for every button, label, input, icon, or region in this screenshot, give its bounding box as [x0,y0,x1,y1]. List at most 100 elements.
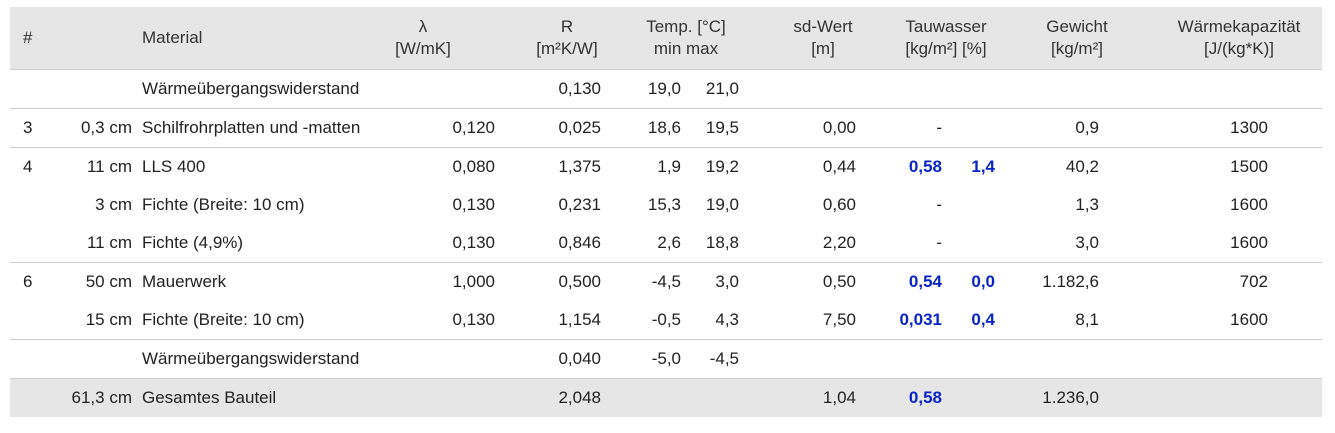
layer-condensate-percent [942,107,995,147]
layer-material: Fichte (Breite: 10 cm) [142,194,305,214]
layer-weight: 0,9 [995,107,1099,147]
layer-sd-value: 7,50 [822,309,856,329]
table-row: 6 50 cm Mauerwerk 1,000 0,500 -4,5 3,0 0,50 0,54… [10,261,1322,301]
header-lambda: λ [W/mK] [395,16,451,58]
layer-material: Schilfrohrplatten und -matten [132,107,417,147]
layer-condensate-percent [942,338,995,378]
layer-temp-min: -5,0 [601,338,681,378]
layer-temp-max: 3,0 [681,261,739,301]
layer-number [10,186,62,224]
layer-sd-value [739,68,856,108]
layer-r-value: 0,025 [495,107,601,147]
total-lambda [417,377,495,417]
layer-temp-max: 19,0 [705,194,739,214]
total-row: 61,3 cm Gesamtes Bauteil 2,048 1,04 0,58 1.23… [10,377,1322,417]
layer-lambda [417,338,495,378]
total-temp-min [601,377,681,417]
layer-temp-max: 19,2 [681,146,739,186]
layer-thickness: 11 cm [62,146,132,186]
layer-number [10,68,62,108]
total-sd-value: 1,04 [739,377,856,417]
layer-material: Mauerwerk [132,261,417,301]
table-row: 3 cm Fichte (Breite: 10 cm) 0,130 0,231 15,3… [10,186,1322,224]
layer-thickness: 0,3 cm [62,107,132,147]
layer-lambda: 0,080 [417,146,495,186]
layer-heat-capacity: 1600 [1230,232,1268,252]
layer-condensate-kg: - [936,232,942,252]
layer-condensate-kg: 0,58 [856,146,942,186]
layer-heat-capacity: 702 [1099,261,1322,301]
total-r-value: 2,048 [495,377,601,417]
total-condensate-kg: 0,58 [856,377,942,417]
layer-weight: 1.182,6 [995,261,1099,301]
layer-r-value: 0,040 [495,338,601,378]
header-number: # [23,27,33,47]
layer-temp-max: 19,5 [681,107,739,147]
layer-heat-capacity: 1600 [1230,194,1268,214]
layer-heat-capacity [1099,68,1322,108]
layer-lambda [417,68,495,108]
layer-temp-min: -0,5 [651,309,681,329]
header-condensate: Tauwasser [kg/m²] [%] [905,16,987,58]
layer-weight [995,338,1099,378]
layer-condensate-percent: 0,4 [971,309,995,329]
layer-condensate-kg: - [936,194,942,214]
layer-condensate-percent [942,224,995,263]
header-material: Material [142,27,203,47]
layer-number [10,338,62,378]
layer-sd-value: 0,00 [739,107,856,147]
layer-number: 3 [10,107,62,147]
layer-temp-min: 18,6 [601,107,681,147]
table-row: 3 0,3 cm Schilfrohrplatten und -matten 0,12… [10,107,1322,147]
layer-number [10,224,62,263]
layer-temp-max: 21,0 [681,68,739,108]
layer-weight: 1,3 [1075,194,1099,214]
layer-thickness [62,338,132,378]
header-thickness [62,7,132,69]
layer-temp-min: -4,5 [601,261,681,301]
layer-temp-max: -4,5 [681,338,739,378]
layer-condensate-kg [856,338,942,378]
table-body: Wärmeübergangswiderstand 0,130 19,0 21,0 3 0,… [10,68,1322,417]
layer-sd-value: 2,20 [822,232,856,252]
table-row: 4 11 cm LLS 400 0,080 1,375 1,9 19,2 0,44 0,58 1,… [10,146,1322,186]
layer-temp-min: 1,9 [601,146,681,186]
layer-condensate-kg: 0,031 [899,309,942,329]
layer-heat-capacity: 1300 [1099,107,1322,147]
layer-weight [995,68,1099,108]
layer-r-value: 1,154 [558,309,601,329]
layer-weight: 3,0 [1075,232,1099,252]
layer-material: Fichte (Breite: 10 cm) [142,309,305,329]
header-heat-capacity: Wärmekapazität [J/(kg*K)] [1177,16,1301,58]
layer-lambda: 1,000 [417,261,495,301]
layer-lambda: 0,130 [452,194,495,214]
total-heat-capacity [1099,377,1322,417]
layer-thickness: 50 cm [62,261,132,301]
table-row: Wärmeübergangswiderstand 0,040 -5,0 -4,5 [10,338,1322,378]
layer-temp-max: 4,3 [715,309,739,329]
layer-condensate-percent [942,186,995,224]
layer-thickness: 11 cm [86,232,132,252]
total-weight: 1.236,0 [995,377,1099,417]
layer-thickness: 15 cm [85,309,132,329]
layer-lambda: 0,130 [452,232,495,252]
layer-weight: 40,2 [995,146,1099,186]
layer-r-value: 0,231 [558,194,601,214]
layer-lambda: 0,120 [417,107,495,147]
layer-number: 4 [10,146,62,186]
layer-number [10,301,62,340]
layer-r-value: 0,130 [495,68,601,108]
layer-sd-value: 0,60 [822,194,856,214]
total-label: Gesamtes Bauteil [132,377,417,417]
layer-temp-max: 18,8 [705,232,739,252]
construction-layers-table: # Material λ [W/mK] R [m²K/W] Temp. [°C] mi… [10,7,1322,417]
layer-sd-value: 0,44 [739,146,856,186]
layer-temp-min: 2,6 [657,232,681,252]
table-row: 11 cm Fichte (4,9%) 0,130 0,846 2,6 18,8 2,20 -… [10,224,1322,263]
header-r: R [m²K/W] [536,16,598,58]
layer-sd-value [739,338,856,378]
layer-r-value: 0,500 [495,261,601,301]
layer-temp-min: 19,0 [601,68,681,108]
layer-heat-capacity: 1500 [1099,146,1322,186]
layer-heat-capacity: 1600 [1230,309,1268,329]
